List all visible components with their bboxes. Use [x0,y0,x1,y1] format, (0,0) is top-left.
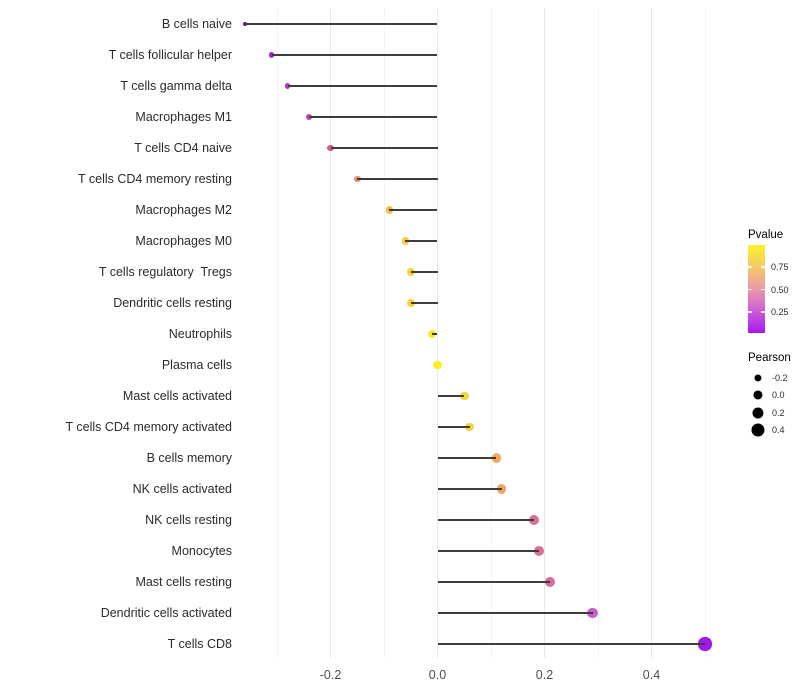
pearson-size-label: 0.2 [772,407,785,418]
category-label: B cells memory [146,451,232,465]
category-label: Macrophages M1 [135,110,232,124]
category-label: Neutrophils [168,327,232,341]
x-axis-tick-label: 0.0 [428,668,447,682]
colorbar-tick [748,266,752,268]
category-label: Dendritic cells resting [113,296,232,310]
stem-line [244,23,438,25]
category-label: Mast cells activated [122,389,232,403]
category-label: T cells CD4 memory resting [78,172,232,186]
data-point [534,546,545,556]
gridline [490,8,492,658]
gridline [330,8,331,658]
category-label: T cells CD4 memory activated [65,420,233,434]
stem-line [330,147,438,149]
gridline [597,8,599,658]
category-label: Monocytes [171,544,232,558]
category-label: T cells CD4 naive [134,141,232,155]
x-axis-tick-label: -0.2 [319,668,342,682]
stem-line [437,581,550,583]
data-point [327,144,334,152]
pearson-size-dot [752,407,764,419]
stem-line [309,116,438,118]
gridline [544,8,545,658]
colorbar-tick [761,288,765,291]
data-point [353,175,361,183]
data-point [491,453,501,463]
gridline [704,8,706,658]
stem-line [437,395,465,397]
pvalue-legend-title: Pvalue [748,229,784,241]
stem-line [389,209,438,211]
stem-line [437,488,502,490]
data-point [269,52,275,58]
colorbar-tick-label: 0.50 [771,284,789,295]
data-point [385,206,393,214]
pearson-size-label: 0.4 [772,424,785,435]
category-label: Mast cells resting [135,575,232,589]
gridline [276,8,278,658]
data-point [406,299,415,307]
category-label: Macrophages M2 [135,203,232,217]
stem-line [432,333,438,335]
category-label: NK cells activated [132,482,232,496]
colorbar-tick [748,311,752,313]
colorbar-tick [761,311,765,313]
category-label: T cells follicular helper [108,48,232,62]
stem-line [287,85,438,87]
stem-line [271,54,438,56]
colorbar-tick [748,288,752,291]
category-label: Plasma cells [161,358,232,372]
colorbar-tick [761,266,765,268]
category-label: T cells CD8 [167,637,232,651]
pearson-size-label: -0.2 [772,373,788,383]
gridline [437,8,438,658]
stem-line [437,643,705,645]
x-axis-tick-label: 0.4 [642,668,661,682]
category-label: T cells gamma delta [120,79,232,93]
data-point [587,607,599,619]
pearson-size-dot [754,374,762,382]
x-axis-tick-label: 0.2 [535,668,554,682]
pearson-size-label: 0.0 [772,390,785,401]
colorbar-tick-label: 0.25 [771,306,789,317]
stem-line [437,612,593,614]
category-label: Dendritic cells activated [100,606,232,620]
data-point [406,268,415,276]
data-point [433,360,442,370]
pvalue-colorbar [748,245,765,333]
colorbar-tick-label: 0.75 [771,262,789,272]
category-label: NK cells resting [145,513,232,527]
stem-line [410,302,438,304]
category-label: Macrophages M0 [135,234,232,248]
gridline [651,8,652,658]
gridline [383,8,385,658]
stem-line [437,457,497,459]
pearson-size-dot [751,423,765,437]
stem-line [405,240,438,242]
data-point [465,422,474,432]
stem-line [357,178,438,180]
stem-line [410,271,438,273]
pearson-size-dot [753,390,763,400]
data-point [497,484,507,494]
stem-line [437,426,470,428]
category-label: T cells regulatory Tregs [98,265,232,279]
stem-line [437,519,534,521]
pearson-legend-title: Pearson [748,352,791,364]
stem-line [437,550,540,552]
category-label: B cells naive [161,17,232,31]
